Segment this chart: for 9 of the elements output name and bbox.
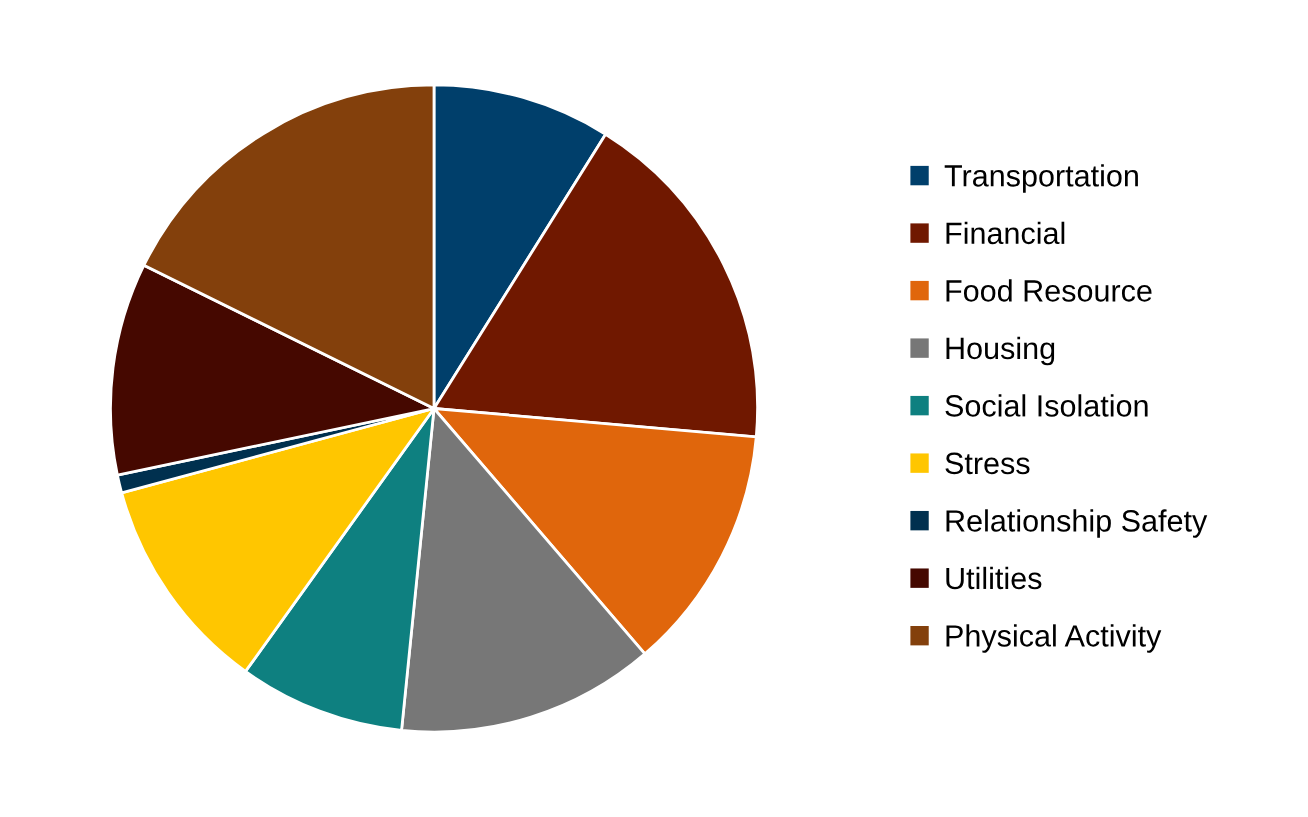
legend-label: Transportation — [944, 164, 1138, 193]
legend-label: Utilities — [946, 566, 1042, 590]
legend-label: Physical Activity — [946, 624, 1162, 653]
legend-label: Social Isolation — [945, 394, 1148, 417]
legend-label: Housing — [946, 336, 1055, 366]
legend-label: Financial — [946, 221, 1065, 245]
legend-label: Stress — [945, 452, 1030, 475]
legend-label: Relationship Safety — [946, 509, 1208, 538]
legend-label: Food Resource — [946, 279, 1152, 302]
